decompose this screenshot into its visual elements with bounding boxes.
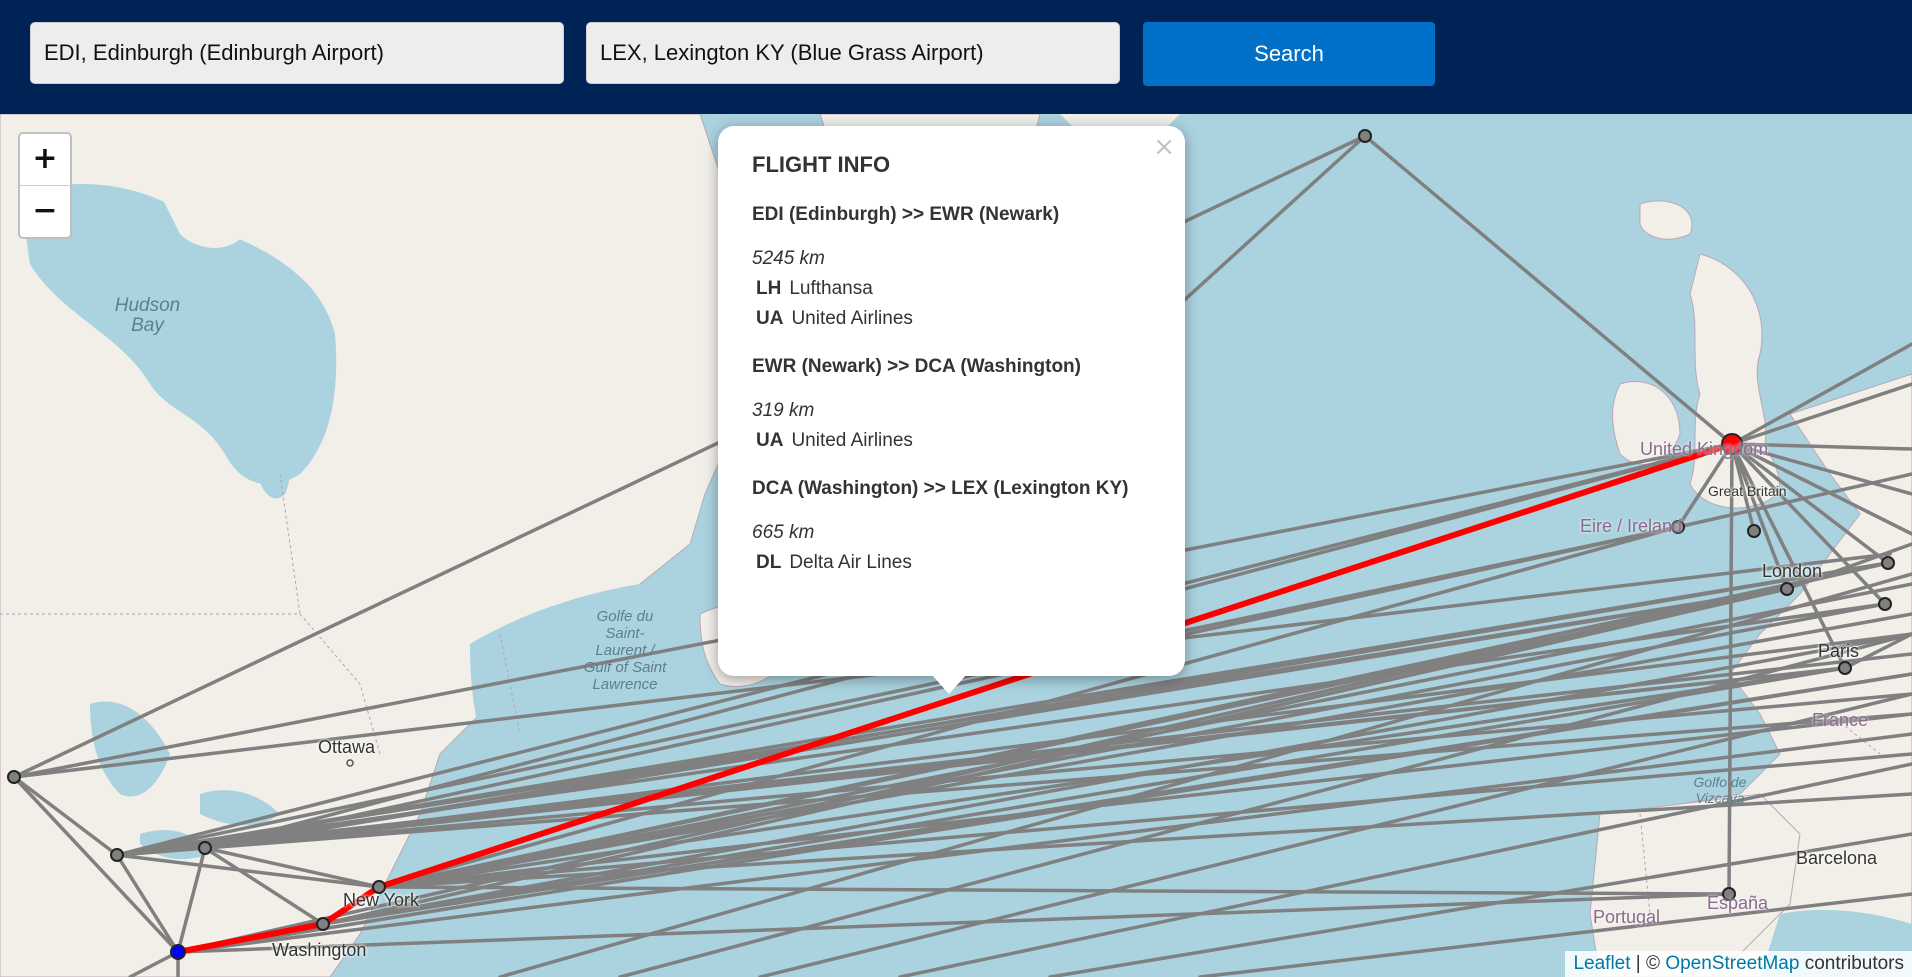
label-gulf-st-lawrence: Golfe du Saint-Laurent / Gulf of Saint L… bbox=[583, 608, 667, 693]
airline-row: LH Lufthansa bbox=[752, 278, 1151, 300]
label-washington: Washington bbox=[272, 940, 367, 960]
land-iceland bbox=[1639, 200, 1693, 240]
segment-distance: 5245 km bbox=[752, 248, 825, 269]
zoom-control: + − bbox=[18, 132, 72, 239]
label-portugal: Portugal bbox=[1593, 907, 1661, 927]
search-header: Search bbox=[0, 0, 1912, 114]
airline-code: UA bbox=[756, 308, 784, 329]
airline-name: Lufthansa bbox=[789, 278, 873, 299]
popup-title: FLIGHT INFO bbox=[752, 152, 891, 177]
label-barcelona: Barcelona bbox=[1796, 848, 1878, 868]
flight-segment: EDI (Edinburgh) >> EWR (Newark) 5245 km … bbox=[752, 204, 1151, 330]
airline-row: DL Delta Air Lines bbox=[752, 552, 1151, 574]
water-great-lakes bbox=[90, 701, 280, 860]
label-hudson-bay: Hudson Bay bbox=[114, 295, 181, 336]
label-new-york: New York bbox=[343, 890, 420, 910]
airline-name: United Airlines bbox=[791, 430, 913, 451]
airport-markers bbox=[7, 129, 1895, 931]
segment-route: DCA (Washington) >> LEX (Lexington KY) bbox=[752, 478, 1129, 499]
flight-info-popup: × FLIGHT INFO EDI (Edinburgh) >> EWR (Ne… bbox=[718, 126, 1185, 676]
airline-name: Delta Air Lines bbox=[789, 552, 912, 573]
leaflet-link[interactable]: Leaflet bbox=[1573, 953, 1631, 974]
origin-airport-input[interactable] bbox=[30, 22, 564, 84]
label-ottawa: Ottawa bbox=[318, 737, 376, 757]
attribution-suffix: contributors bbox=[1799, 953, 1904, 974]
segment-distance: 319 km bbox=[752, 400, 815, 421]
airline-name: United Airlines bbox=[791, 308, 913, 329]
destination-marker bbox=[170, 944, 186, 960]
label-espana: España bbox=[1707, 893, 1769, 913]
airline-row: UA United Airlines bbox=[752, 308, 1151, 330]
flight-segment: EWR (Newark) >> DCA (Washington) 319 km … bbox=[752, 356, 1151, 452]
popup-tip bbox=[931, 674, 967, 694]
search-button[interactable]: Search bbox=[1143, 22, 1435, 86]
segment-route: EDI (Edinburgh) >> EWR (Newark) bbox=[752, 204, 1060, 225]
label-london: London bbox=[1762, 561, 1823, 581]
osm-link[interactable]: OpenStreetMap bbox=[1665, 953, 1800, 974]
airline-code: LH bbox=[756, 278, 782, 299]
airline-code: UA bbox=[756, 430, 784, 451]
land-ireland bbox=[1612, 380, 1681, 465]
destination-airport-input[interactable] bbox=[586, 22, 1120, 84]
attribution-separator: | © bbox=[1630, 953, 1666, 974]
map-attribution: Leaflet | © OpenStreetMap contributors bbox=[1565, 951, 1912, 977]
zoom-in-button[interactable]: + bbox=[20, 134, 70, 186]
label-great-britain: Great Britain bbox=[1708, 483, 1787, 499]
close-icon[interactable]: × bbox=[1153, 132, 1175, 162]
zoom-out-button[interactable]: − bbox=[32, 193, 58, 228]
water-hudson-bay bbox=[20, 184, 337, 485]
flight-segment: DCA (Washington) >> LEX (Lexington KY) 6… bbox=[752, 478, 1151, 574]
label-biscay: Golfo de Vizcaya bbox=[1693, 774, 1747, 806]
label-paris: Paris bbox=[1818, 641, 1860, 661]
origin-marker bbox=[1721, 433, 1743, 455]
segment-distance: 665 km bbox=[752, 522, 815, 543]
airline-code: DL bbox=[756, 552, 782, 573]
label-france: France bbox=[1812, 710, 1869, 730]
airline-row: UA United Airlines bbox=[752, 430, 1151, 452]
label-eire: Eire / Ireland bbox=[1580, 516, 1683, 536]
segment-route: EWR (Newark) >> DCA (Washington) bbox=[752, 356, 1081, 377]
label-united-kingdom: United Kingdom bbox=[1640, 439, 1769, 459]
